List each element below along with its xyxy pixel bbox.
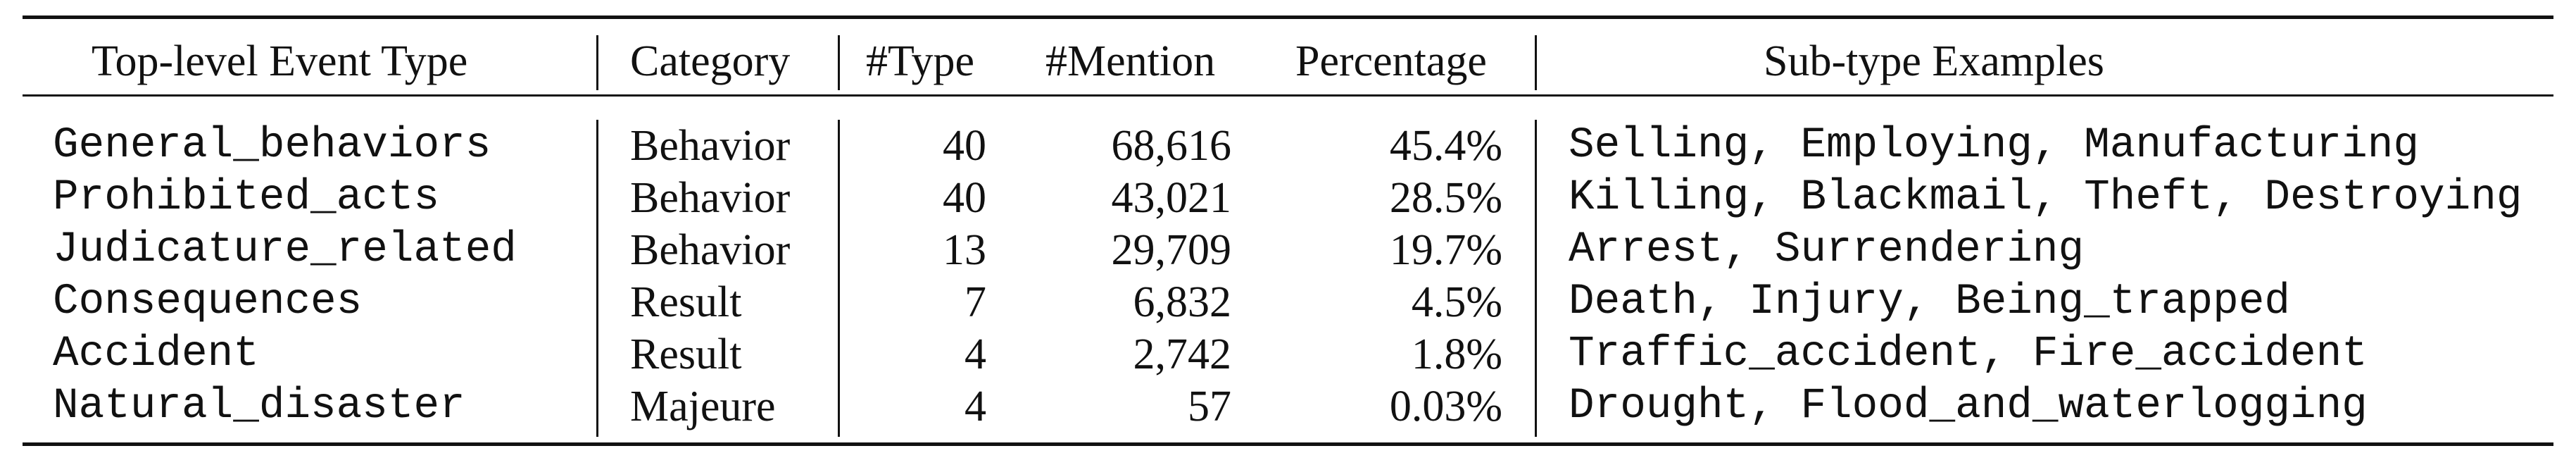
top-rule — [23, 16, 2553, 19]
event-type-cell: Consequences — [53, 278, 363, 326]
category-cell: Result — [630, 330, 742, 378]
header-num-mention: #Mention — [1045, 37, 1216, 85]
num-mention-cell: 68,616 — [1111, 122, 1232, 170]
num-type-cell: 40 — [943, 174, 986, 222]
table-row: Consequences Result 7 6,832 4.5% Death, … — [0, 276, 2576, 328]
num-mention-cell: 29,709 — [1111, 226, 1232, 274]
percentage-cell: 1.8% — [1411, 330, 1502, 378]
num-type-cell: 40 — [943, 122, 986, 170]
event-type-cell: General_behaviors — [53, 121, 491, 170]
header-divider-3 — [1535, 35, 1537, 90]
num-mention-cell: 6,832 — [1133, 278, 1232, 326]
table-row: Prohibited_acts Behavior 40 43,021 28.5%… — [0, 172, 2576, 224]
percentage-cell: 4.5% — [1411, 278, 1502, 326]
header-num-type: #Type — [866, 37, 975, 85]
subtype-examples-cell: Arrest, Surrendering — [1569, 225, 2085, 274]
percentage-cell: 28.5% — [1389, 174, 1502, 222]
category-cell: Behavior — [630, 122, 791, 170]
event-type-cell: Judicature_related — [53, 225, 517, 274]
subtype-examples-cell: Death, Injury, Being_trapped — [1569, 278, 2290, 326]
num-mention-cell: 57 — [1188, 383, 1231, 430]
header-divider-1 — [596, 35, 598, 90]
subtype-examples-cell: Killing, Blackmail, Theft, Destroying — [1569, 173, 2522, 222]
table-row: Natural_disaster Majeure 4 57 0.03% Drou… — [0, 380, 2576, 433]
percentage-cell: 0.03% — [1389, 383, 1502, 430]
num-type-cell: 4 — [965, 330, 986, 378]
event-type-cell: Natural_disaster — [53, 382, 465, 430]
event-type-cell: Accident — [53, 330, 259, 378]
header-subtype-examples: Sub-type Examples — [1764, 37, 2104, 85]
body-divider-1 — [596, 120, 598, 437]
event-type-cell: Prohibited_acts — [53, 173, 440, 222]
table-row: Accident Result 4 2,742 1.8% Traffic_acc… — [0, 328, 2576, 380]
header-category: Category — [630, 37, 791, 85]
body-divider-3 — [1535, 120, 1537, 437]
num-mention-cell: 43,021 — [1111, 174, 1232, 222]
table-row: General_behaviors Behavior 40 68,616 45.… — [0, 120, 2576, 172]
subtype-examples-cell: Selling, Employing, Manufacturing — [1569, 121, 2419, 170]
subtype-examples-cell: Drought, Flood_and_waterlogging — [1569, 382, 2368, 430]
header-percentage: Percentage — [1295, 37, 1487, 85]
num-mention-cell: 2,742 — [1133, 330, 1232, 378]
num-type-cell: 13 — [943, 226, 986, 274]
header-divider-2 — [838, 35, 840, 90]
bottom-rule — [23, 442, 2553, 446]
category-cell: Majeure — [630, 383, 776, 430]
subtype-examples-cell: Traffic_accident, Fire_accident — [1569, 330, 2368, 378]
category-cell: Behavior — [630, 226, 791, 274]
percentage-cell: 19.7% — [1389, 226, 1502, 274]
header-event-type: Top-level Event Type — [92, 37, 468, 85]
category-cell: Behavior — [630, 174, 791, 222]
header-rule — [23, 94, 2553, 97]
num-type-cell: 7 — [965, 278, 986, 326]
category-cell: Result — [630, 278, 742, 326]
num-type-cell: 4 — [965, 383, 986, 430]
table-row: Judicature_related Behavior 13 29,709 19… — [0, 224, 2576, 276]
percentage-cell: 45.4% — [1389, 122, 1502, 170]
body-divider-2 — [838, 120, 840, 437]
